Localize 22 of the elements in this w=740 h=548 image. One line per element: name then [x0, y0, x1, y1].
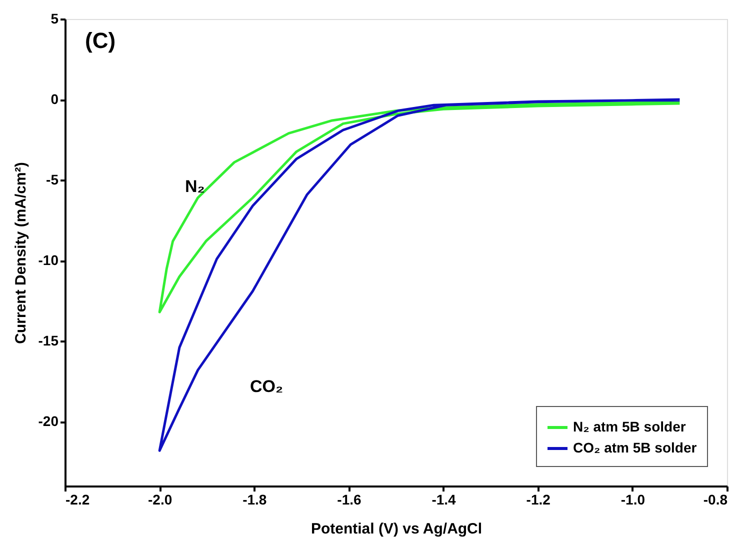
x-tick-label: -1.4: [432, 492, 456, 508]
annotation: N₂: [185, 177, 205, 196]
legend-label: CO₂ atm 5B solder: [573, 440, 698, 456]
x-tick-label: -2.0: [148, 492, 172, 508]
x-tick-label: -1.2: [526, 492, 551, 508]
y-tick-label: -20: [38, 413, 59, 430]
legend-label: N₂ atm 5B solder: [573, 418, 686, 434]
x-tick-label: -0.8: [703, 492, 728, 508]
x-tick-label: -1.8: [242, 492, 267, 508]
y-tick-label: 0: [50, 91, 59, 108]
annotation: CO₂: [250, 377, 284, 396]
y-tick-label: -15: [38, 332, 59, 349]
y-axis-title: Current Density (mA/cm²): [12, 162, 30, 344]
line-series: [158, 101, 681, 314]
x-tick-label: -1.6: [337, 492, 362, 508]
y-tick-label: -10: [38, 252, 59, 268]
y-tick-label: 5: [50, 10, 59, 26]
x-axis-title: Potential (V) vs Ag/AgCl: [310, 520, 482, 538]
x-tick-label: -2.2: [66, 492, 90, 508]
y-tick-label: -5: [46, 172, 59, 188]
x-tick-label: -1.0: [620, 492, 646, 508]
annotation: (C): [85, 28, 116, 53]
